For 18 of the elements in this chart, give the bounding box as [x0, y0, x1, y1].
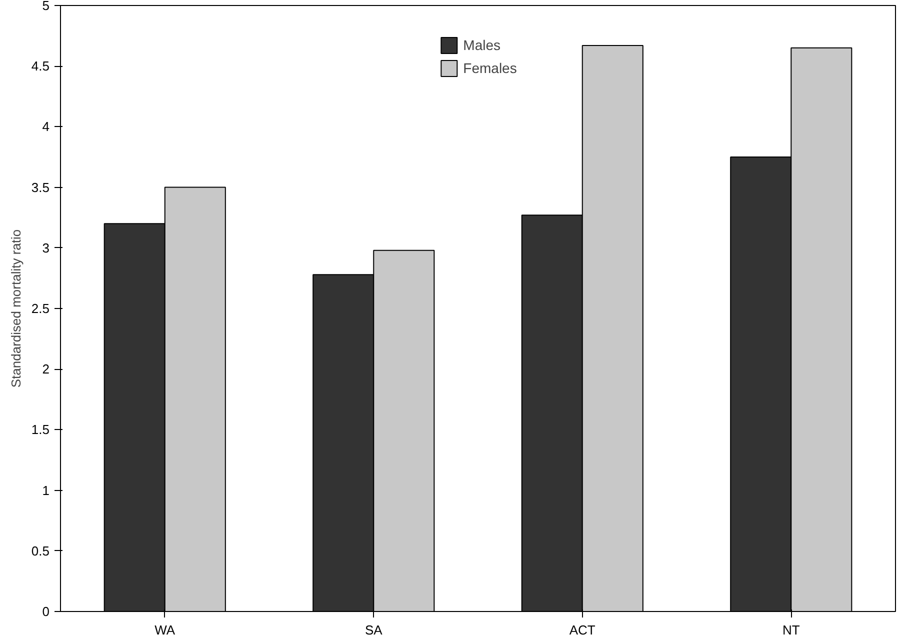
x-tick-label: NT: [782, 622, 800, 638]
y-tick-label: 4: [42, 119, 50, 134]
y-axis-title: Standardised mortality ratio: [8, 229, 24, 388]
y-tick-label: 3: [42, 240, 50, 256]
y-tick-label: 1: [42, 482, 50, 498]
x-tick-label: ACT: [569, 622, 596, 638]
x-tick-label: WA: [154, 622, 176, 638]
y-tick-label: 2: [42, 362, 50, 377]
y-tick-label: 2.5: [31, 301, 50, 316]
y-tick-label: 5: [42, 0, 50, 13]
legend-label: Females: [463, 60, 517, 76]
y-tick-label: 1.5: [31, 422, 50, 438]
y-tick-label: 3.5: [31, 180, 50, 195]
y-tick-label: 0: [42, 604, 50, 619]
legend-label: Males: [463, 37, 501, 53]
x-tick-label: SA: [364, 622, 383, 638]
y-tick-label: 0.5: [31, 543, 50, 558]
y-tick-label: 4.5: [31, 58, 50, 74]
